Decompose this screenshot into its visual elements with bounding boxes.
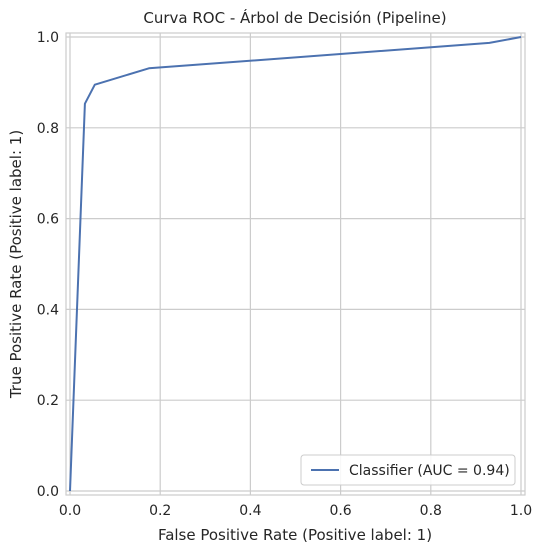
legend-label: Classifier (AUC = 0.94) xyxy=(349,463,510,479)
y-tick-label-2: 0.4 xyxy=(37,302,59,318)
x-tick-label-4: 0.8 xyxy=(420,503,442,519)
y-axis-title: True Positive Rate (Positive label: 1) xyxy=(7,130,25,399)
x-axis-title: False Positive Rate (Positive label: 1) xyxy=(158,526,432,544)
x-tick-label-1: 0.2 xyxy=(149,503,171,519)
y-tick-label-1: 0.2 xyxy=(37,393,59,409)
y-tick-label-3: 0.6 xyxy=(37,212,59,228)
chart-title: Curva ROC - Árbol de Decisión (Pipeline) xyxy=(143,8,446,27)
x-tick-label-3: 0.6 xyxy=(329,503,351,519)
series-layer xyxy=(69,36,522,492)
y-tick-label-5: 1.0 xyxy=(37,30,59,46)
y-tick-label-4: 0.8 xyxy=(37,121,59,137)
x-tick-label-2: 0.4 xyxy=(239,503,261,519)
x-tick-label-5: 1.0 xyxy=(510,503,532,519)
x-tick-labels: 0.0 0.2 0.4 0.6 0.8 1.0 xyxy=(59,503,532,519)
roc-curve-line-0 xyxy=(69,36,522,492)
legend-box xyxy=(300,454,516,486)
y-tick-label-0: 0.0 xyxy=(37,484,59,500)
plot-frame xyxy=(65,32,526,496)
legend: Classifier (AUC = 0.94) xyxy=(300,454,516,486)
y-tick-labels: 0.0 0.2 0.4 0.6 0.8 1.0 xyxy=(37,30,59,500)
grid-lines xyxy=(66,33,525,495)
x-tick-label-0: 0.0 xyxy=(59,503,81,519)
